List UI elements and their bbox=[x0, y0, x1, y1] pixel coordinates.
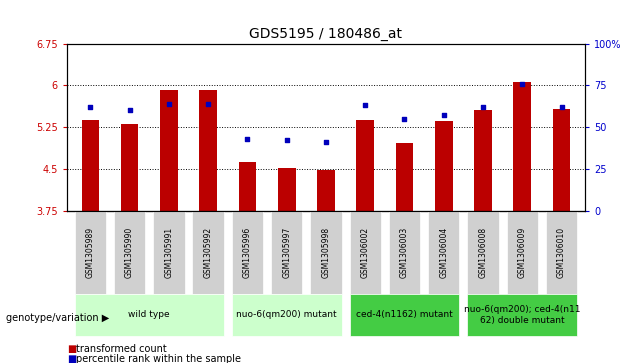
Bar bbox=[474, 110, 492, 211]
Point bbox=[321, 139, 331, 145]
Bar bbox=[232, 211, 263, 294]
Bar bbox=[74, 294, 224, 336]
Bar bbox=[199, 90, 217, 211]
Title: GDS5195 / 180486_at: GDS5195 / 180486_at bbox=[249, 27, 403, 41]
Bar bbox=[271, 211, 302, 294]
Text: ced-4(n1162) mutant: ced-4(n1162) mutant bbox=[356, 310, 453, 319]
Bar bbox=[121, 124, 139, 211]
Text: GSM1306004: GSM1306004 bbox=[439, 227, 448, 278]
Bar bbox=[389, 211, 420, 294]
Point bbox=[164, 101, 174, 107]
Text: genotype/variation ▶: genotype/variation ▶ bbox=[6, 313, 109, 323]
Text: ■: ■ bbox=[67, 344, 76, 354]
Point bbox=[282, 138, 292, 143]
Point bbox=[478, 104, 488, 110]
Text: GSM1305998: GSM1305998 bbox=[321, 227, 331, 278]
Bar bbox=[356, 120, 374, 211]
Bar bbox=[435, 121, 453, 211]
Bar bbox=[278, 168, 296, 211]
Text: GSM1306003: GSM1306003 bbox=[400, 227, 409, 278]
Bar bbox=[553, 109, 570, 211]
Point bbox=[399, 116, 410, 122]
Text: transformed count: transformed count bbox=[76, 344, 167, 354]
Point bbox=[203, 101, 213, 107]
Point bbox=[242, 136, 252, 142]
Bar bbox=[513, 82, 531, 211]
Bar bbox=[428, 211, 459, 294]
Text: GSM1305991: GSM1305991 bbox=[164, 227, 174, 278]
Bar bbox=[232, 294, 342, 336]
Text: wild type: wild type bbox=[128, 310, 170, 319]
Bar bbox=[546, 211, 577, 294]
Bar bbox=[350, 294, 459, 336]
Bar bbox=[467, 211, 499, 294]
Bar bbox=[317, 171, 335, 211]
Bar bbox=[81, 120, 99, 211]
Point bbox=[125, 107, 135, 113]
Bar bbox=[193, 211, 224, 294]
Bar bbox=[114, 211, 145, 294]
Text: ■: ■ bbox=[67, 354, 76, 363]
Text: GSM1305989: GSM1305989 bbox=[86, 227, 95, 278]
Bar bbox=[160, 90, 177, 211]
Text: GSM1305997: GSM1305997 bbox=[282, 227, 291, 278]
Bar bbox=[467, 294, 577, 336]
Bar bbox=[238, 162, 256, 211]
Point bbox=[439, 113, 449, 118]
Bar bbox=[507, 211, 538, 294]
Text: GSM1305992: GSM1305992 bbox=[204, 227, 212, 278]
Bar bbox=[74, 211, 106, 294]
Text: nuo-6(qm200) mutant: nuo-6(qm200) mutant bbox=[237, 310, 337, 319]
Point bbox=[517, 81, 527, 86]
Text: nuo-6(qm200); ced-4(n11
62) double mutant: nuo-6(qm200); ced-4(n11 62) double mutan… bbox=[464, 305, 581, 325]
Text: GSM1306010: GSM1306010 bbox=[557, 227, 566, 278]
Text: percentile rank within the sample: percentile rank within the sample bbox=[76, 354, 241, 363]
Bar bbox=[153, 211, 184, 294]
Text: GSM1306009: GSM1306009 bbox=[518, 227, 527, 278]
Point bbox=[85, 104, 95, 110]
Text: GSM1305996: GSM1305996 bbox=[243, 227, 252, 278]
Bar bbox=[310, 211, 342, 294]
Bar bbox=[350, 211, 381, 294]
Bar bbox=[396, 143, 413, 211]
Text: GSM1306008: GSM1306008 bbox=[478, 227, 488, 278]
Text: GSM1305990: GSM1305990 bbox=[125, 227, 134, 278]
Text: GSM1306002: GSM1306002 bbox=[361, 227, 370, 278]
Point bbox=[556, 104, 567, 110]
Point bbox=[360, 102, 370, 108]
